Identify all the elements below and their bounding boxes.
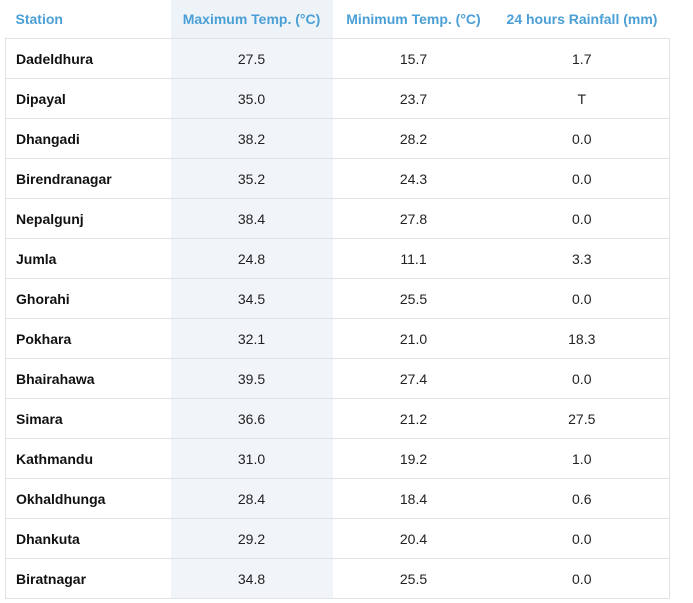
table-body: Dadeldhura 27.5 15.7 1.7 Dipayal 35.0 23.7 T Dha…: [5, 38, 670, 599]
min-temp-cell: 23.7: [332, 78, 495, 119]
min-temp-cell: 27.4: [332, 358, 495, 399]
header-min-temp[interactable]: Minimum Temp. (°C): [332, 0, 495, 39]
station-name-cell: Dhangadi: [5, 118, 171, 159]
header-max-temp[interactable]: Maximum Temp. (°C): [170, 0, 333, 39]
rainfall-cell: 0.0: [494, 518, 670, 559]
table-header: Station Maximum Temp. (°C) Minimum Temp.…: [5, 0, 670, 39]
max-temp-cell: 39.5: [170, 358, 333, 399]
min-temp-cell: 19.2: [332, 438, 495, 479]
table-row: Ghorahi 34.5 25.5 0.0: [5, 278, 670, 319]
header-row: Station Maximum Temp. (°C) Minimum Temp.…: [5, 0, 670, 39]
table-row: Bhairahawa 39.5 27.4 0.0: [5, 358, 670, 399]
min-temp-cell: 24.3: [332, 158, 495, 199]
min-temp-cell: 21.2: [332, 398, 495, 439]
table-row: Kathmandu 31.0 19.2 1.0: [5, 438, 670, 479]
table-row: Birendranagar 35.2 24.3 0.0: [5, 158, 670, 199]
rainfall-cell: 18.3: [494, 318, 670, 359]
table-row: Dhankuta 29.2 20.4 0.0: [5, 518, 670, 559]
table-row: Simara 36.6 21.2 27.5: [5, 398, 670, 439]
max-temp-cell: 38.2: [170, 118, 333, 159]
station-name-cell: Dipayal: [5, 78, 171, 119]
min-temp-cell: 25.5: [332, 558, 495, 599]
rainfall-cell: 0.0: [494, 558, 670, 599]
table-row: Nepalgunj 38.4 27.8 0.0: [5, 198, 670, 239]
table-row: Dipayal 35.0 23.7 T: [5, 78, 670, 119]
min-temp-cell: 21.0: [332, 318, 495, 359]
header-rainfall[interactable]: 24 hours Rainfall (mm): [494, 0, 670, 39]
min-temp-cell: 20.4: [332, 518, 495, 559]
rainfall-cell: 1.7: [494, 38, 670, 79]
station-name-cell: Simara: [5, 398, 171, 439]
weather-table-container: Station Maximum Temp. (°C) Minimum Temp.…: [5, 0, 670, 599]
station-name-cell: Dhankuta: [5, 518, 171, 559]
max-temp-cell: 38.4: [170, 198, 333, 239]
min-temp-cell: 11.1: [332, 238, 495, 279]
max-temp-cell: 35.2: [170, 158, 333, 199]
station-name-cell: Pokhara: [5, 318, 171, 359]
max-temp-cell: 36.6: [170, 398, 333, 439]
min-temp-cell: 25.5: [332, 278, 495, 319]
table-row: Dhangadi 38.2 28.2 0.0: [5, 118, 670, 159]
max-temp-cell: 24.8: [170, 238, 333, 279]
station-name-cell: Ghorahi: [5, 278, 171, 319]
station-name-cell: Birendranagar: [5, 158, 171, 199]
rainfall-cell: 3.3: [494, 238, 670, 279]
station-name-cell: Bhairahawa: [5, 358, 171, 399]
max-temp-cell: 35.0: [170, 78, 333, 119]
station-name-cell: Biratnagar: [5, 558, 171, 599]
weather-table: Station Maximum Temp. (°C) Minimum Temp.…: [5, 0, 670, 599]
header-station[interactable]: Station: [5, 0, 171, 39]
table-row: Biratnagar 34.8 25.5 0.0: [5, 558, 670, 599]
table-row: Okhaldhunga 28.4 18.4 0.6: [5, 478, 670, 519]
table-row: Jumla 24.8 11.1 3.3: [5, 238, 670, 279]
rainfall-cell: 27.5: [494, 398, 670, 439]
rainfall-cell: 0.6: [494, 478, 670, 519]
max-temp-cell: 31.0: [170, 438, 333, 479]
rainfall-cell: 0.0: [494, 158, 670, 199]
rainfall-cell: 0.0: [494, 278, 670, 319]
station-name-cell: Dadeldhura: [5, 38, 171, 79]
min-temp-cell: 15.7: [332, 38, 495, 79]
min-temp-cell: 27.8: [332, 198, 495, 239]
rainfall-cell: 0.0: [494, 118, 670, 159]
max-temp-cell: 27.5: [170, 38, 333, 79]
table-row: Dadeldhura 27.5 15.7 1.7: [5, 38, 670, 79]
max-temp-cell: 34.5: [170, 278, 333, 319]
max-temp-cell: 28.4: [170, 478, 333, 519]
max-temp-cell: 32.1: [170, 318, 333, 359]
station-name-cell: Nepalgunj: [5, 198, 171, 239]
rainfall-cell: 0.0: [494, 198, 670, 239]
max-temp-cell: 29.2: [170, 518, 333, 559]
min-temp-cell: 28.2: [332, 118, 495, 159]
max-temp-cell: 34.8: [170, 558, 333, 599]
station-name-cell: Kathmandu: [5, 438, 171, 479]
rainfall-cell: 0.0: [494, 358, 670, 399]
min-temp-cell: 18.4: [332, 478, 495, 519]
rainfall-cell: 1.0: [494, 438, 670, 479]
station-name-cell: Jumla: [5, 238, 171, 279]
table-row: Pokhara 32.1 21.0 18.3: [5, 318, 670, 359]
rainfall-cell: T: [494, 78, 670, 119]
station-name-cell: Okhaldhunga: [5, 478, 171, 519]
